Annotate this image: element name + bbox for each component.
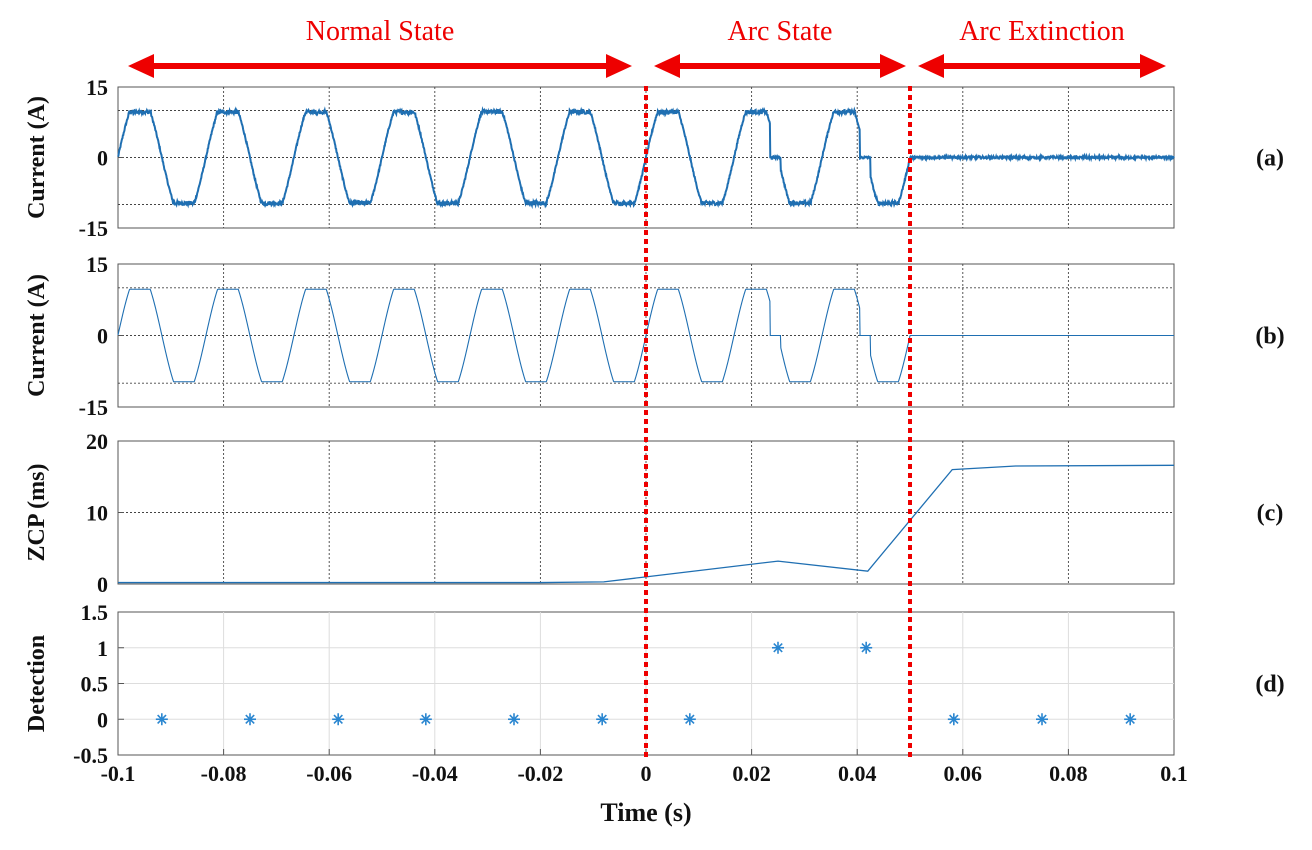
y-tick-label: 0 xyxy=(97,324,108,349)
panel-tag: (c) xyxy=(1257,501,1284,527)
x-axis-label: Time (s) xyxy=(600,798,691,827)
x-tick-label: 0.1 xyxy=(1160,761,1188,786)
detection-point xyxy=(683,713,696,726)
state-region-annotations: Normal State Arc State Arc Extinction xyxy=(128,16,1166,78)
x-tick-label: -0.04 xyxy=(412,761,458,786)
x-tick-label: 0.02 xyxy=(732,761,771,786)
region-arrow-left-head xyxy=(128,54,154,78)
panel-a: 15 0 -15 Current (A) (a) xyxy=(24,75,1284,241)
x-tick-label: 0.04 xyxy=(838,761,877,786)
y-tick-label: 0 xyxy=(97,707,108,732)
region-normal-state: Normal State xyxy=(128,16,632,78)
y-axis-label: ZCP (ms) xyxy=(24,464,50,562)
x-tick-label: -0.02 xyxy=(517,761,563,786)
region-label: Normal State xyxy=(306,16,455,47)
panel-tag: (d) xyxy=(1255,672,1284,698)
detection-point xyxy=(244,713,256,726)
panel-c: 20 10 0 ZCP (ms) (c) xyxy=(24,429,1283,597)
region-label: Arc Extinction xyxy=(959,16,1125,47)
region-arrow-right-head xyxy=(606,54,632,78)
region-arrow-left-head xyxy=(918,54,944,78)
y-tick-label: 0 xyxy=(97,572,108,597)
current-waveform-line xyxy=(117,288,1174,383)
current-waveform-line xyxy=(117,106,1175,210)
panel-tag: (b) xyxy=(1255,324,1284,350)
region-label: Arc State xyxy=(728,16,833,47)
y-tick-label: 0 xyxy=(97,146,108,171)
detection-point xyxy=(772,641,784,654)
region-arrow-right-head xyxy=(880,54,906,78)
detection-point xyxy=(1124,713,1137,726)
state-boundary-lines xyxy=(644,86,912,757)
panel-d: 1.5 1 0.5 0 -0.5 Detection (d) -0.1 -0.08 -0.06 -0… xyxy=(24,600,1285,827)
detection-point xyxy=(508,713,520,726)
y-axis-label: Current (A) xyxy=(24,96,50,219)
y-axis-label: Detection xyxy=(24,635,50,732)
y-tick-label: 10 xyxy=(86,501,108,526)
y-tick-label: -0.5 xyxy=(73,743,108,768)
region-arc-state: Arc State xyxy=(654,16,906,78)
detection-point xyxy=(596,713,609,726)
y-tick-label: -15 xyxy=(79,216,108,241)
region-arrow-left-head xyxy=(654,54,680,78)
y-tick-label: -15 xyxy=(79,395,108,420)
detection-point xyxy=(860,641,873,654)
x-tick-label: 0 xyxy=(641,761,652,786)
chart-panels: 15 0 -15 Current (A) (a) 15 0 -15 Current (A) (b)… xyxy=(24,75,1285,827)
panel-b: 15 0 -15 Current (A) (b) xyxy=(24,252,1285,420)
detection-point xyxy=(947,713,960,726)
zcp-series-line xyxy=(118,464,1175,584)
detection-point xyxy=(155,713,168,726)
y-tick-label: 1.5 xyxy=(81,600,109,625)
x-tick-label: -0.06 xyxy=(306,761,352,786)
y-tick-label: 1 xyxy=(97,636,108,661)
y-tick-label: 0.5 xyxy=(81,672,109,697)
y-tick-label: 20 xyxy=(86,429,108,454)
detection-point xyxy=(419,713,432,726)
y-tick-label: 15 xyxy=(86,252,108,277)
x-tick-label: 0.08 xyxy=(1049,761,1088,786)
region-arc-extinction: Arc Extinction xyxy=(918,16,1166,78)
x-tick-label: -0.08 xyxy=(201,761,247,786)
y-tick-label: 15 xyxy=(86,75,108,100)
detection-point xyxy=(1036,713,1048,726)
detection-point xyxy=(332,713,345,726)
y-axis-label: Current (A) xyxy=(24,274,50,397)
panel-tag: (a) xyxy=(1256,146,1284,172)
region-arrow-right-head xyxy=(1140,54,1166,78)
x-tick-label: 0.06 xyxy=(944,761,983,786)
x-tick-label: -0.1 xyxy=(101,761,136,786)
